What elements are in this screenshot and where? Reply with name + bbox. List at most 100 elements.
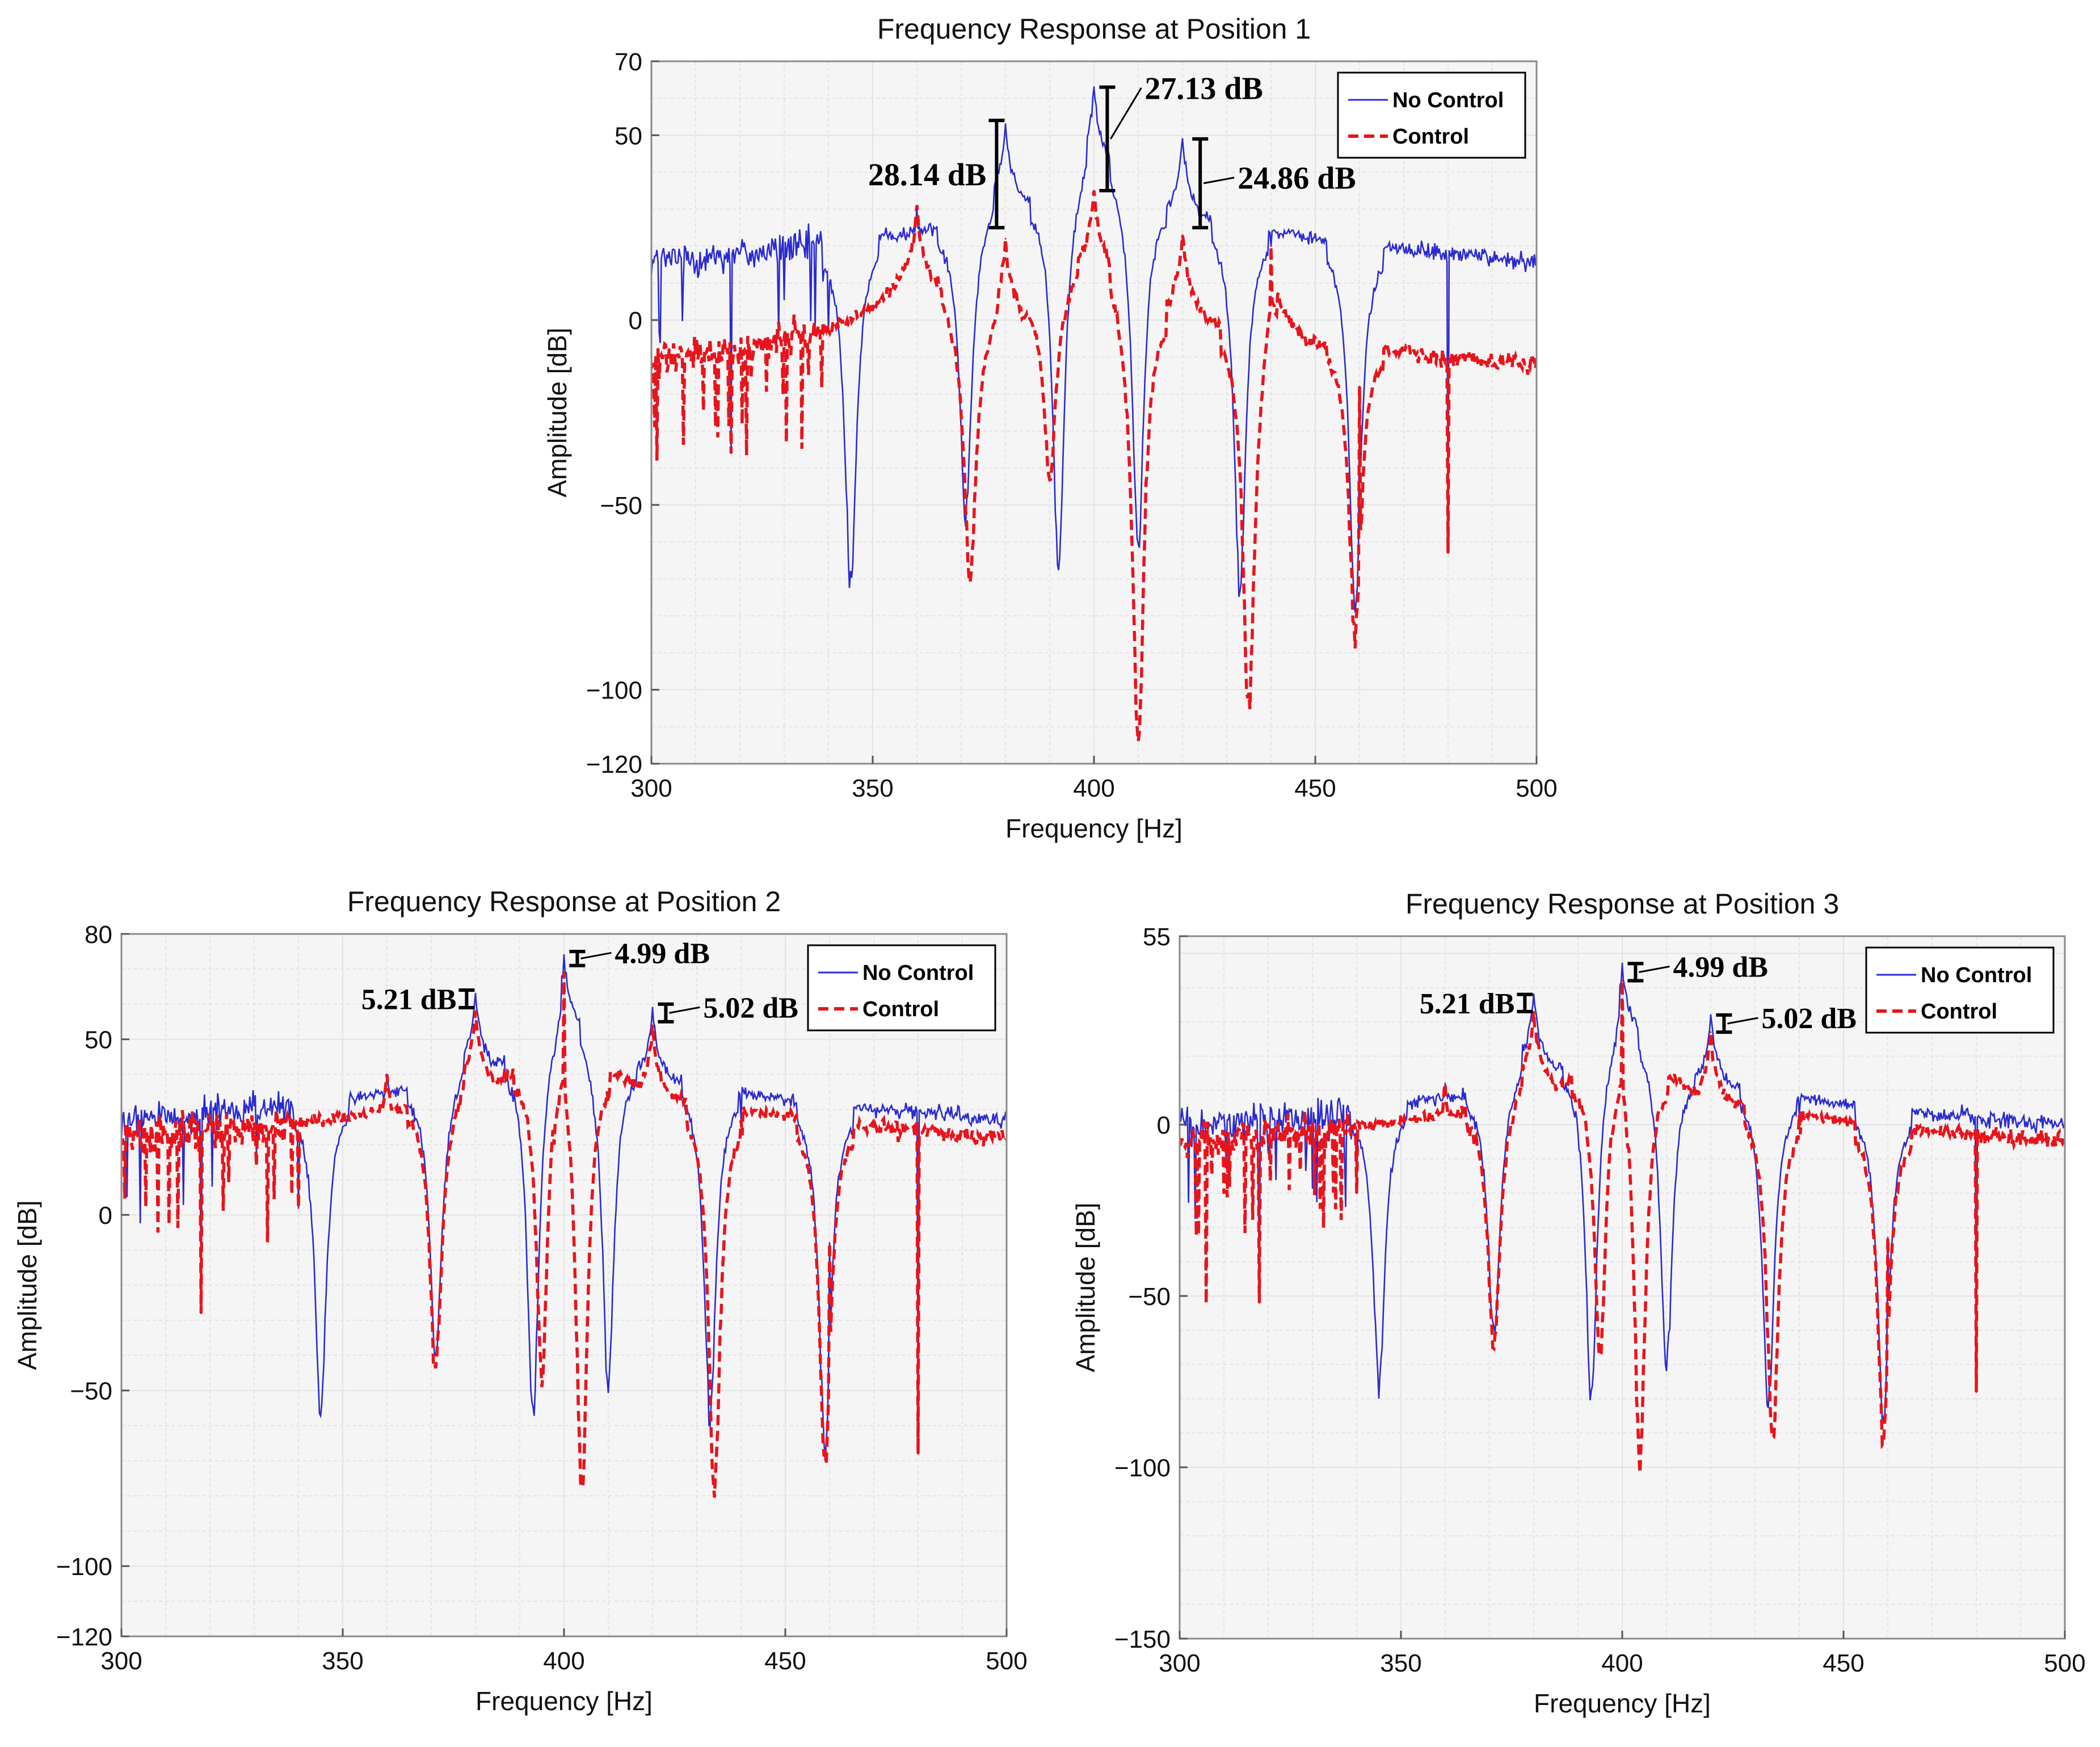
peak-point-no-control — [916, 208, 918, 211]
peak-point-control — [1181, 234, 1184, 236]
annotation-label: 24.86 dB — [1238, 161, 1356, 196]
legend-label-control: Control — [862, 997, 939, 1021]
legend: No Control Control — [807, 944, 996, 1032]
peak-point-no-control — [563, 954, 565, 956]
x-tick-label: 400 — [1601, 1649, 1643, 1677]
x-tick-label: 400 — [543, 1647, 584, 1675]
y-axis-label: Amplitude [dB] — [1071, 1202, 1100, 1372]
peak-point-control — [1258, 1302, 1260, 1304]
x-axis-label: Frequency [Hz] — [1534, 1689, 1711, 1718]
legend-box — [1865, 946, 2055, 1034]
annotation-leader — [1727, 1017, 1758, 1025]
legend: No Control Control — [1337, 71, 1526, 159]
y-tick-label: −150 — [1114, 1626, 1171, 1653]
annotation: 5.02 dB — [1716, 1003, 1857, 1035]
annotation-label: 5.21 dB — [361, 984, 457, 1016]
annotation: 5.02 dB — [658, 992, 798, 1024]
peak-point-control — [297, 1207, 300, 1209]
annotation-label: 5.02 dB — [703, 992, 798, 1024]
peak-point-no-control — [1004, 123, 1007, 125]
legend-label-no-control: No Control — [1921, 963, 2032, 987]
peak-point-control — [916, 204, 918, 207]
y-tick-label: 50 — [615, 122, 642, 150]
peak-point-no-control — [1093, 86, 1095, 89]
peak-point-control — [1887, 1236, 1889, 1239]
y-tick-label: 55 — [1143, 923, 1171, 951]
x-tick-label: 500 — [986, 1647, 1027, 1675]
peak-point-control — [1356, 1192, 1358, 1194]
y-tick-label: −100 — [1114, 1454, 1171, 1482]
legend-box — [807, 944, 996, 1032]
peak-point-control — [1447, 552, 1449, 554]
annotation-leader — [669, 1006, 700, 1014]
peak-point-control — [1358, 385, 1361, 388]
x-tick-label: 450 — [1294, 774, 1336, 802]
annotation-label: 28.14 dB — [868, 157, 987, 192]
y-axis-label: Amplitude [dB] — [542, 327, 572, 497]
legend-box — [1337, 71, 1526, 159]
y-tick-label: −50 — [600, 492, 642, 520]
x-tick-label: 300 — [1159, 1649, 1200, 1677]
peak-point-control — [1710, 1031, 1712, 1033]
chart-position-3: 300 350 400 450 500 −150 −100 −50 0 55 Frequency R… — [1071, 888, 2086, 1718]
annotation: 5.21 dB — [361, 984, 475, 1016]
y-tick-label: 50 — [85, 1026, 112, 1054]
peak-point-no-control — [1710, 1014, 1712, 1016]
series-control-line — [1180, 980, 2065, 1474]
peak-point-control — [1444, 1083, 1446, 1085]
peak-point-control — [740, 1119, 742, 1121]
x-axis-label: Frequency [Hz] — [1005, 814, 1182, 843]
peak-point-control — [1093, 190, 1095, 192]
peak-point-control — [1533, 1011, 1535, 1013]
peak-point-control — [1004, 238, 1007, 240]
x-tick-label: 450 — [1823, 1649, 1864, 1677]
annotation-label: 4.99 dB — [615, 938, 710, 970]
legend-label-no-control: No Control — [1392, 89, 1504, 112]
y-tick-label: −50 — [70, 1378, 112, 1405]
y-tick-label: −120 — [586, 751, 642, 778]
x-tick-label: 500 — [2044, 1649, 2085, 1677]
annotation-label: 5.02 dB — [1761, 1003, 1857, 1035]
peak-point-no-control — [1533, 994, 1535, 996]
y-tick-label: −120 — [56, 1623, 112, 1651]
chart-title: Frequency Response at Position 2 — [347, 886, 781, 917]
y-tick-label: −100 — [56, 1553, 112, 1581]
legend-label-no-control: No Control — [862, 961, 974, 985]
annotation-label: 5.21 dB — [1420, 988, 1515, 1020]
peak-point-control — [1975, 1391, 1977, 1393]
annotation-label: 4.99 dB — [1673, 952, 1768, 984]
y-tick-label: 0 — [1157, 1112, 1171, 1139]
y-tick-label: 80 — [85, 921, 112, 949]
y-tick-label: −100 — [586, 677, 642, 705]
annotation-leader — [1110, 87, 1142, 140]
y-tick-label: 0 — [99, 1202, 112, 1230]
x-tick-label: 500 — [1516, 774, 1557, 802]
chart-position-2: 300 350 400 450 500 −120 −100 −50 0 50 80 Frequency… — [12, 886, 1028, 1716]
x-tick-label: 400 — [1073, 774, 1114, 802]
legend-label-control: Control — [1921, 1000, 1997, 1024]
annotation: 4.99 dB — [569, 938, 710, 970]
annotation-leader — [1639, 965, 1670, 973]
x-tick-label: 450 — [764, 1647, 806, 1675]
y-axis-label: Amplitude [dB] — [12, 1200, 42, 1370]
chart-title: Frequency Response at Position 3 — [1405, 888, 1839, 920]
chart-position-1: 300 350 400 450 500 −120 −100 −50 0 50 70 Frequency… — [542, 13, 1558, 843]
peak-point-control — [474, 1010, 477, 1012]
peak-point-control — [1798, 1113, 1800, 1115]
annotation-leader — [1203, 176, 1235, 184]
y-tick-label: 70 — [615, 48, 642, 76]
annotation: 24.86 dB — [1192, 137, 1356, 230]
annotation: 5.21 dB — [1420, 988, 1533, 1020]
y-tick-label: 0 — [629, 307, 642, 335]
x-axis-label: Frequency [Hz] — [475, 1686, 653, 1716]
annotation: 27.13 dB — [1099, 71, 1263, 193]
peak-point-control — [563, 971, 565, 974]
annotation-leader — [580, 952, 612, 959]
peak-point-control — [200, 1312, 202, 1315]
x-tick-label: 350 — [322, 1647, 363, 1675]
legend-label-control: Control — [1392, 125, 1469, 149]
peak-point-no-control — [651, 1007, 654, 1009]
x-tick-label: 300 — [100, 1647, 142, 1675]
peak-point-no-control — [474, 992, 477, 995]
